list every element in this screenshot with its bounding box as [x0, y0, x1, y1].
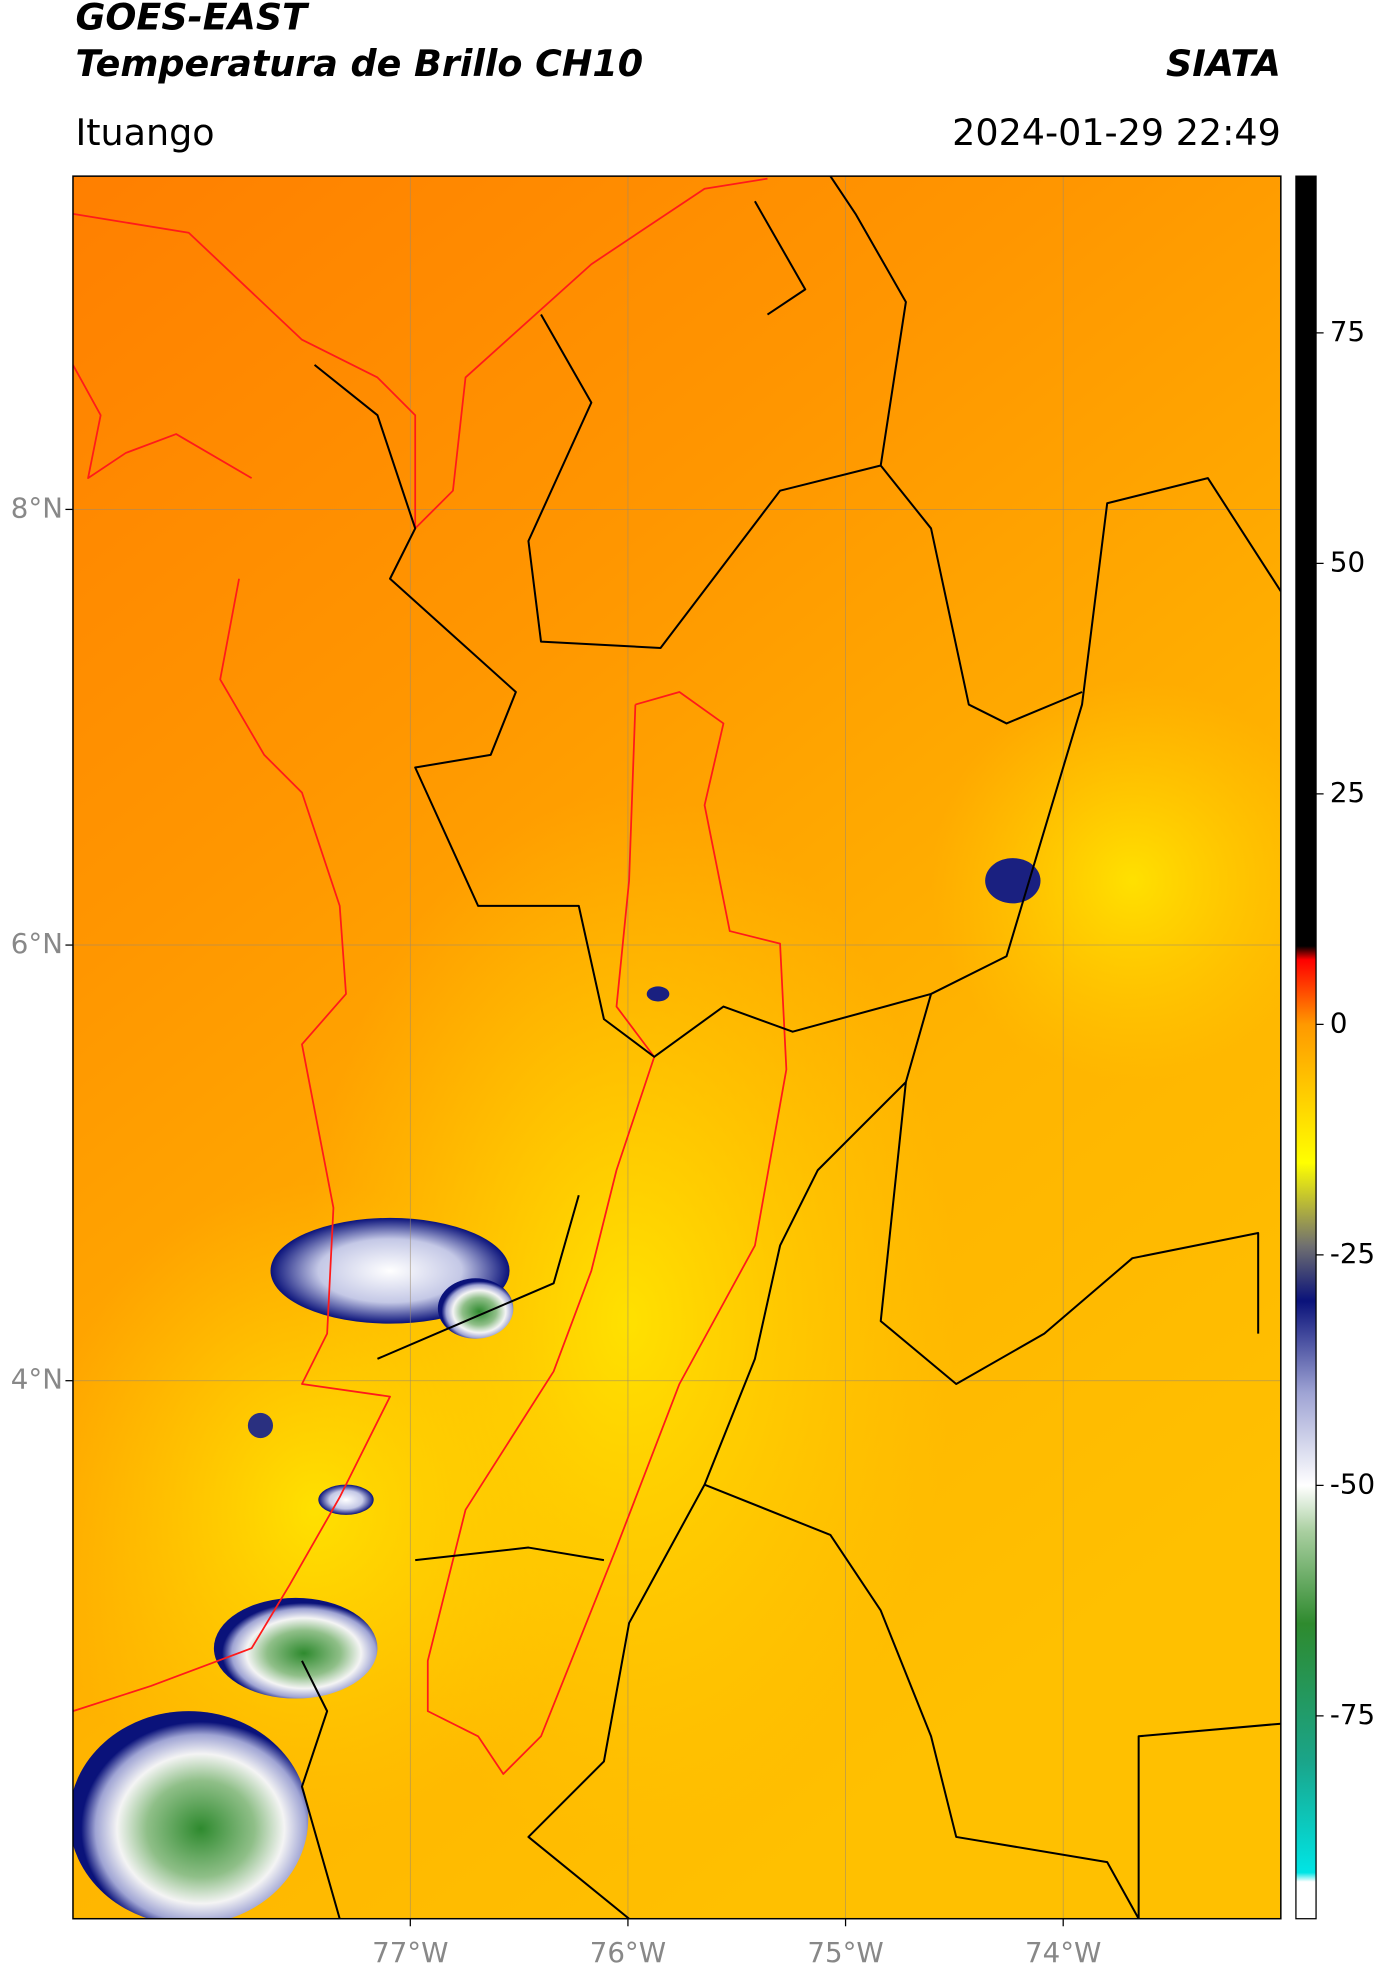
x-tick-label: 75°W — [807, 1936, 883, 1969]
location: Ituango — [75, 111, 214, 154]
watershed — [426, 691, 788, 1775]
y-tick-label: 4°N — [11, 1363, 63, 1396]
colorbar-tick-label: 25 — [1330, 776, 1365, 809]
map-field — [72, 176, 1281, 1919]
warm-area — [931, 679, 1281, 1082]
y-tick-label: 8°N — [11, 491, 63, 524]
cloud — [72, 1711, 309, 1919]
cloud — [985, 858, 1041, 904]
colorbar-tick-label: 0 — [1330, 1006, 1348, 1039]
colorbar-tick-label: -25 — [1330, 1237, 1375, 1270]
source: SIATA — [1166, 42, 1281, 85]
map-frame — [72, 175, 1282, 1920]
cloud — [318, 1484, 374, 1515]
cloud — [247, 1412, 274, 1439]
x-tick-label: 76°W — [590, 1936, 666, 1969]
colorbar-tick-label: 75 — [1330, 315, 1365, 348]
y-tick-label: 6°N — [11, 927, 63, 960]
grid — [72, 176, 1281, 1919]
timestamp: 2024-01-29 22:49 — [952, 111, 1281, 154]
colorbar-tick-label: -50 — [1330, 1467, 1375, 1500]
subtitle: Temperatura de Brillo CH10 — [75, 42, 643, 85]
admin-borders — [300, 176, 1281, 1919]
colorbar-tick-label: 50 — [1330, 545, 1365, 578]
cloud — [437, 1278, 514, 1339]
x-tick-label: 77°W — [372, 1936, 448, 1969]
x-tick-label: 74°W — [1025, 1936, 1101, 1969]
cloud — [213, 1597, 378, 1699]
cloud — [646, 986, 670, 1002]
colorbar — [1295, 175, 1317, 1920]
colorbar-tick-label: -75 — [1330, 1698, 1375, 1731]
title: GOES-EAST — [75, 0, 310, 38]
